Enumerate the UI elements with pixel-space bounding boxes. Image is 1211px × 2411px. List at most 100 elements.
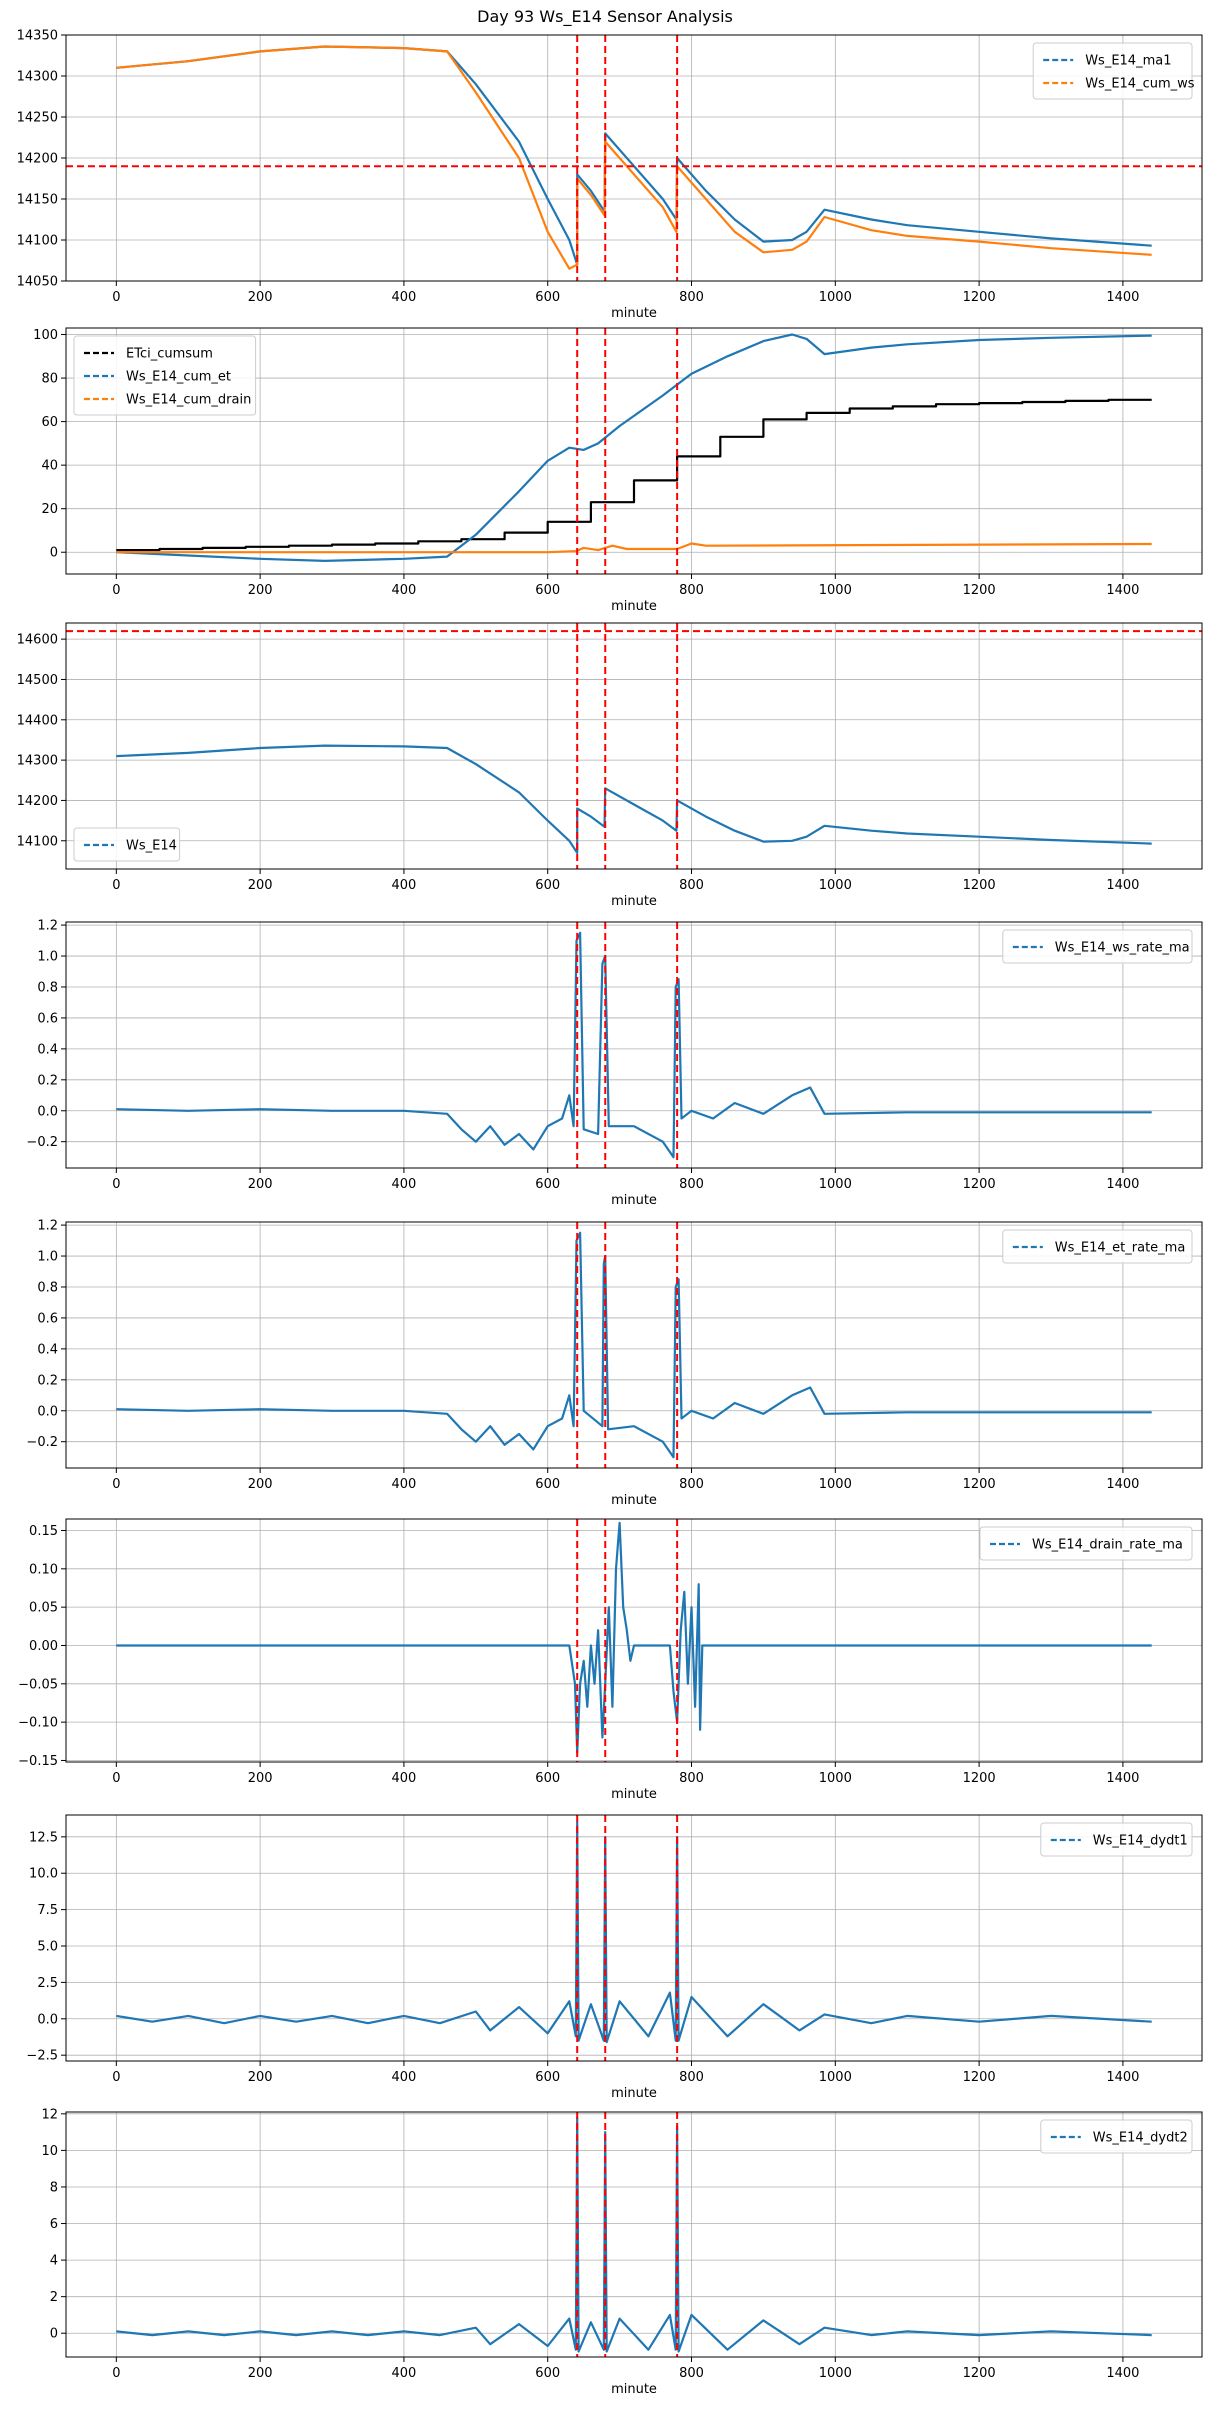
x-tick-label: 0 [112, 1771, 120, 1786]
series-line-Ws_E14_ws_rate_ma [116, 931, 1152, 1159]
legend-box [1002, 929, 1193, 964]
y-tick-label: 0.00 [29, 1639, 58, 1654]
legend-label: ETci_cumsum [126, 347, 213, 362]
grid-lines [66, 2112, 1202, 2357]
plot-area [66, 35, 1202, 281]
grid-lines [66, 1222, 1202, 1468]
legend: Ws_E14_ma1 Ws_E14_cum_ws [1032, 42, 1195, 100]
legend-label: Ws_E14_dydt1 [1093, 1834, 1188, 1849]
y-tick-label: 0.6 [37, 1311, 58, 1326]
x-tick-label: 1200 [963, 878, 996, 893]
y-tick-label: 14100 [17, 234, 58, 249]
y-tick-label: 14200 [17, 152, 58, 167]
legend: ETci_cumsum Ws_E14_cum_et Ws_E14_cum_drain [73, 335, 257, 416]
chart-panel-6: 0 200 400 600 800 1000 1200 1400 −0.15 −0.10 −0.05… [18, 1518, 1203, 1802]
figure-title: Day 93 Ws_E14 Sensor Analysis [477, 7, 733, 27]
legend-label: Ws_E14_ws_rate_ma [1055, 941, 1190, 956]
x-tick-label: 600 [535, 1177, 560, 1192]
x-tick-label: 200 [248, 2366, 273, 2381]
y-tick-label: 1.2 [37, 919, 58, 934]
legend-label: Ws_E14_ma1 [1085, 54, 1171, 69]
y-tick-label: 0 [50, 2327, 58, 2342]
y-tick-label: 60 [41, 415, 58, 430]
x-tick-label: 1000 [819, 583, 852, 598]
x-tick-label: 200 [248, 1771, 273, 1786]
legend-label: Ws_E14_dydt2 [1093, 2131, 1188, 2146]
series-line-ETci_cumsum [116, 398, 1152, 552]
x-tick-label: 600 [535, 1477, 560, 1492]
legend: Ws_E14_drain_rate_ma [979, 1526, 1193, 1561]
x-tick-label: 1400 [1106, 2366, 1139, 2381]
y-tick-label: 0.2 [37, 1073, 58, 1088]
x-tick-label: 1000 [819, 2366, 852, 2381]
y-tick-label: 4 [50, 2254, 58, 2269]
axes-frame [65, 2111, 1203, 2358]
legend: Ws_E14 [73, 827, 181, 862]
y-tick-label: 0.4 [37, 1342, 58, 1357]
y-tick-label: 14200 [17, 794, 58, 809]
x-tick-label: 0 [112, 1477, 120, 1492]
series-line-Ws_E14_dydt1 [116, 1821, 1152, 2044]
x-axis-label: minute [611, 2086, 657, 2101]
x-tick-label: 800 [679, 1177, 704, 1192]
x-tick-label: 600 [535, 1771, 560, 1786]
x-tick-label: 600 [535, 2070, 560, 2085]
x-tick-label: 600 [535, 290, 560, 305]
y-tick-label: 20 [41, 502, 58, 517]
x-tick-label: 1400 [1106, 1477, 1139, 1492]
x-tick-label: 400 [392, 2366, 417, 2381]
legend-label: Ws_E14_cum_ws [1085, 77, 1195, 92]
y-tick-label: 12 [41, 2107, 58, 2122]
x-tick-label: 1000 [819, 290, 852, 305]
axes-frame [65, 622, 1203, 870]
series-line-Ws_E14_cum_et [116, 333, 1152, 562]
series-line-Ws_E14_drain_rate_ma [116, 1521, 1152, 1754]
y-tick-label: 0.4 [37, 1042, 58, 1057]
y-tick-label: 14250 [17, 111, 58, 126]
x-axis-label: minute [611, 306, 657, 321]
x-tick-label: 400 [392, 1477, 417, 1492]
x-tick-label: 1400 [1106, 1177, 1139, 1192]
y-tick-label: 5.0 [37, 1940, 58, 1955]
legend-box [1040, 2119, 1193, 2154]
y-tick-label: −0.10 [18, 1716, 58, 1731]
y-tick-label: 14100 [17, 834, 58, 849]
x-tick-label: 400 [392, 583, 417, 598]
y-tick-label: 100 [33, 328, 58, 343]
x-tick-label: 600 [535, 583, 560, 598]
y-tick-label: 0.0 [37, 2012, 58, 2027]
plot-area [116, 2112, 1152, 2357]
y-tick-label: −0.2 [26, 1135, 58, 1150]
y-tick-label: −0.15 [18, 1754, 58, 1769]
x-axis-label: minute [611, 1193, 657, 1208]
x-tick-label: 1000 [819, 878, 852, 893]
legend-box [73, 335, 257, 416]
y-tick-label: 0.8 [37, 1280, 58, 1295]
series-line-Ws_E14_dydt2 [116, 2116, 1152, 2353]
x-tick-label: 400 [392, 290, 417, 305]
y-tick-label: 1.0 [37, 950, 58, 965]
y-tick-label: 1.2 [37, 1219, 58, 1234]
x-axis-label: minute [611, 599, 657, 614]
x-tick-label: 1200 [963, 583, 996, 598]
x-tick-label: 0 [112, 2070, 120, 2085]
y-tick-label: −0.2 [26, 1435, 58, 1450]
y-tick-label: 14350 [17, 29, 58, 44]
series-line-Ws_E14_cum_drain [116, 542, 1152, 554]
chart-panel-3: 0 200 400 600 800 1000 1200 1400 14100 14200 14300… [17, 622, 1203, 909]
x-tick-label: 800 [679, 2366, 704, 2381]
y-tick-label: −2.5 [26, 2049, 58, 2064]
x-tick-label: 200 [248, 290, 273, 305]
plot-area [116, 1222, 1152, 1468]
x-axis-label: minute [611, 894, 657, 909]
chart-panel-2: 0 200 400 600 800 1000 1200 1400 0 20 40 60 80 100 min… [33, 327, 1203, 614]
x-tick-label: 1400 [1106, 878, 1139, 893]
legend-box [1032, 42, 1193, 100]
axes-frame [65, 1518, 1203, 1763]
axes-frame [65, 921, 1203, 1169]
chart-panel-4: 0 200 400 600 800 1000 1200 1400 −0.2 0.0 0.2 0.4 0.… [26, 919, 1203, 1208]
y-tick-label: 8 [50, 2180, 58, 2195]
x-tick-label: 1200 [963, 1477, 996, 1492]
legend-box [73, 827, 181, 862]
y-tick-label: 14300 [17, 70, 58, 85]
